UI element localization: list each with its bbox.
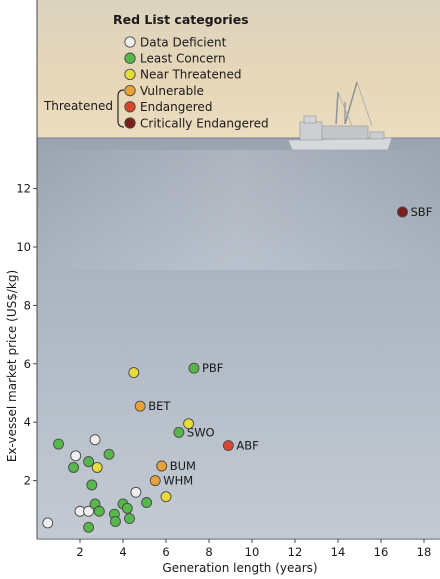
data-point [160, 491, 172, 503]
data-point [93, 505, 105, 517]
x-axis-ticks: 2 4 6 8 10 12 14 16 18 [76, 539, 431, 559]
point-label: BET [148, 399, 171, 413]
x-tick-label: 14 [331, 545, 346, 559]
legend-marker [124, 84, 136, 97]
legend-marker [124, 101, 136, 113]
data-point [183, 418, 195, 430]
data-point [91, 462, 103, 473]
data-point [141, 497, 153, 508]
point-label: PBF [202, 361, 223, 375]
x-tick-label: 8 [205, 545, 212, 559]
y-tick-label: 10 [16, 240, 31, 254]
data-point [397, 206, 408, 218]
data-point [222, 440, 234, 452]
data-point [156, 460, 168, 472]
y-tick-label: 2 [24, 474, 31, 488]
point-label: SWO [187, 425, 215, 439]
legend: Red List categories Data Deficient Least … [43, 12, 269, 130]
data-point [128, 367, 140, 379]
x-tick-label: 10 [245, 545, 260, 559]
data-point [149, 475, 161, 487]
data-point [83, 505, 95, 517]
data-point [53, 438, 64, 450]
y-axis-ticks: 2 4 6 8 10 12 [16, 182, 37, 488]
data-point [121, 502, 133, 514]
legend-entry-label: Endangered [140, 100, 212, 114]
legend-entry-label: Critically Endangered [140, 116, 269, 130]
legend-entry-label: Near Threatened [140, 68, 242, 82]
legend-marker [124, 68, 136, 81]
legend-entry-label: Data Deficient [140, 35, 227, 49]
x-tick-label: 4 [119, 545, 126, 559]
x-axis-label: Generation length (years) [162, 561, 317, 575]
point-label: WHM [163, 474, 193, 488]
legend-marker [124, 52, 136, 64]
data-point [70, 450, 82, 462]
y-tick-label: 8 [24, 298, 31, 312]
x-tick-label: 2 [76, 545, 83, 559]
data-point [86, 479, 98, 491]
data-point [83, 521, 95, 533]
legend-title: Red List categories [113, 12, 249, 27]
x-tick-label: 6 [162, 545, 169, 559]
point-label: SBF [411, 205, 433, 219]
threatened-bracket [117, 89, 125, 128]
background-photo [37, 0, 440, 538]
point-label: BUM [170, 459, 196, 473]
point-label: ABF [236, 439, 258, 453]
data-point [42, 517, 54, 529]
legend-entry-label: Vulnerable [140, 84, 204, 98]
x-tick-label: 18 [417, 545, 432, 559]
data-point [134, 400, 146, 412]
data-point [110, 516, 121, 527]
data-point [103, 448, 115, 460]
data-point [68, 462, 80, 473]
data-point [83, 456, 95, 468]
axes [36, 0, 440, 540]
data-point [130, 486, 142, 498]
data-point [188, 362, 200, 374]
y-tick-label: 4 [24, 415, 31, 429]
legend-marker [124, 117, 136, 129]
x-tick-label: 16 [374, 545, 389, 559]
legend-marker [124, 36, 136, 48]
y-tick-label: 12 [16, 182, 31, 196]
legend-entry-label: Least Concern [140, 52, 226, 66]
data-point [123, 513, 135, 525]
y-tick-label: 6 [24, 357, 31, 371]
fishing-boat-icon [287, 81, 393, 151]
legend-group-threatened: Threatened [43, 99, 113, 113]
data-point [173, 426, 185, 438]
y-axis-label: Ex-vessel market price (US$/kg) [5, 270, 19, 462]
data-point [89, 434, 101, 446]
x-tick-label: 12 [288, 545, 303, 559]
